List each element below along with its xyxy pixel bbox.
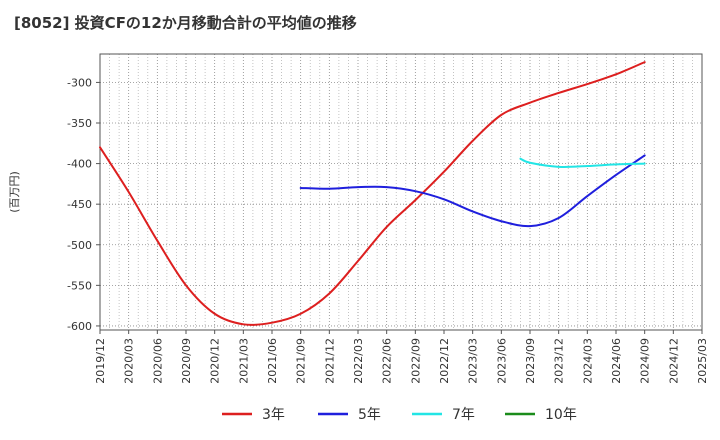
x-tick-label: 2021/06 <box>266 338 279 384</box>
x-tick-label: 2023/12 <box>553 338 566 384</box>
plot-frame <box>99 53 703 331</box>
x-tick-label: 2024/03 <box>581 338 594 384</box>
x-tick-label: 2022/12 <box>438 338 451 384</box>
series-line-1 <box>99 61 646 326</box>
x-tick-label: 2021/09 <box>295 338 308 384</box>
series-lines <box>99 61 646 326</box>
x-tick-label: 2021/12 <box>323 338 336 384</box>
y-tick-label: -550 <box>67 279 92 292</box>
y-tick-label: -500 <box>67 239 92 252</box>
legend-label-3: 7年 <box>452 407 475 423</box>
series-line-3 <box>519 157 646 168</box>
y-tick-label: -600 <box>67 320 92 333</box>
x-tick-label: 2019/12 <box>94 338 107 384</box>
y-tick-label: -400 <box>67 158 92 171</box>
x-tick-label: 2024/12 <box>667 338 680 384</box>
x-tick-label: 2023/03 <box>467 338 480 384</box>
x-tick-label: 2025/03 <box>696 338 709 384</box>
x-tick-label: 2020/03 <box>123 338 136 384</box>
legend-label-1: 3年 <box>262 407 285 423</box>
x-tick-label: 2023/06 <box>495 338 508 384</box>
legend-label-4: 10年 <box>545 407 577 423</box>
chart-title: [8052] 投資CFの12か月移動合計の平均値の推移 <box>14 14 357 32</box>
x-tick-label: 2021/03 <box>237 338 250 384</box>
x-tick-label: 2022/03 <box>352 338 365 384</box>
grid <box>99 54 703 330</box>
y-axis-label: (百万円) <box>8 171 21 213</box>
x-tick-label: 2024/06 <box>610 338 623 384</box>
y-tick-label: -450 <box>67 198 92 211</box>
x-tick-label: 2020/09 <box>180 338 193 384</box>
x-tick-label: 2022/06 <box>381 338 394 384</box>
x-tick-label: 2020/12 <box>209 338 222 384</box>
x-tick-label: 2024/09 <box>639 338 652 384</box>
legend: 3年 5年 7年 10年 <box>222 407 577 423</box>
y-tick-label: -300 <box>67 76 92 89</box>
y-tick-label: -350 <box>67 117 92 130</box>
series-line-2 <box>299 154 646 228</box>
x-tick-label: 2023/09 <box>524 338 537 384</box>
x-tick-label: 2020/06 <box>151 338 164 384</box>
x-tick-label: 2022/09 <box>409 338 422 384</box>
legend-label-2: 5年 <box>358 407 381 423</box>
